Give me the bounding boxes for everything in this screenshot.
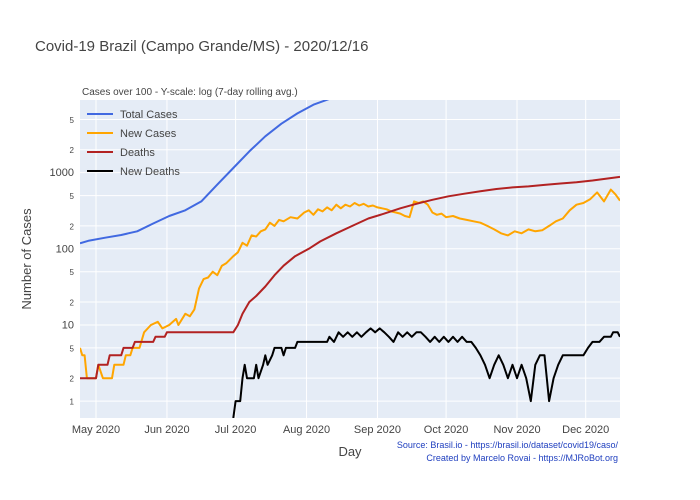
series-line-total-cases — [80, 100, 330, 245]
y-axis-ticks: 1 2 5 10 2 5 100 2 5 1000 2 5 — [50, 116, 75, 407]
x-tick-label: Aug 2020 — [283, 424, 330, 436]
y-tick-label: 10 — [62, 319, 74, 331]
y-tick-label: 2 — [70, 222, 75, 231]
legend-label: New Deaths — [120, 166, 180, 178]
credit-annotation: Created by Marcelo Rovai - https://MJRoB… — [426, 453, 618, 463]
y-tick-label: 5 — [70, 192, 75, 201]
series-line-new-deaths — [232, 327, 620, 418]
y-tick-label: 5 — [70, 116, 75, 125]
series-line-new-cases — [80, 188, 620, 380]
legend-label: Total Cases — [120, 109, 178, 121]
legend: Total Cases New Cases Deaths New Deaths — [87, 109, 180, 178]
y-tick-label: 100 — [56, 243, 74, 255]
y-axis-label: Number of Cases — [19, 208, 34, 310]
x-axis-label: Day — [338, 444, 362, 459]
x-tick-label: Jul 2020 — [215, 424, 257, 436]
legend-label: New Cases — [120, 128, 177, 140]
y-tick-label: 5 — [70, 344, 75, 353]
x-tick-label: May 2020 — [72, 424, 120, 436]
x-tick-label: Sep 2020 — [354, 424, 401, 436]
x-tick-label: Dec 2020 — [562, 424, 609, 436]
x-tick-label: Jun 2020 — [144, 424, 189, 436]
y-tick-label: 2 — [70, 375, 75, 384]
y-tick-label: 2 — [70, 299, 75, 308]
y-tick-label: 1000 — [50, 167, 74, 179]
legend-label: Deaths — [120, 147, 155, 159]
y-tick-label: 1 — [70, 398, 75, 407]
x-tick-label: Oct 2020 — [424, 424, 469, 436]
x-axis-ticks: May 2020 Jun 2020 Jul 2020 Aug 2020 Sep 2020… — [72, 424, 609, 436]
y-tick-label: 2 — [70, 146, 75, 155]
chart-title: Covid-19 Brazil (Campo Grande/MS) - 2020… — [35, 38, 369, 55]
series-layer — [80, 100, 620, 418]
x-gridlines — [95, 100, 587, 418]
source-annotation: Source: Brasil.io - https://brasil.io/da… — [397, 440, 619, 450]
chart-subtitle: Cases over 100 - Y-scale: log (7-day rol… — [82, 87, 298, 98]
y-tick-label: 5 — [70, 268, 75, 277]
x-tick-label: Nov 2020 — [493, 424, 540, 436]
y-gridlines — [80, 118, 620, 402]
series-line-deaths — [80, 175, 620, 380]
plot-background — [80, 100, 620, 418]
